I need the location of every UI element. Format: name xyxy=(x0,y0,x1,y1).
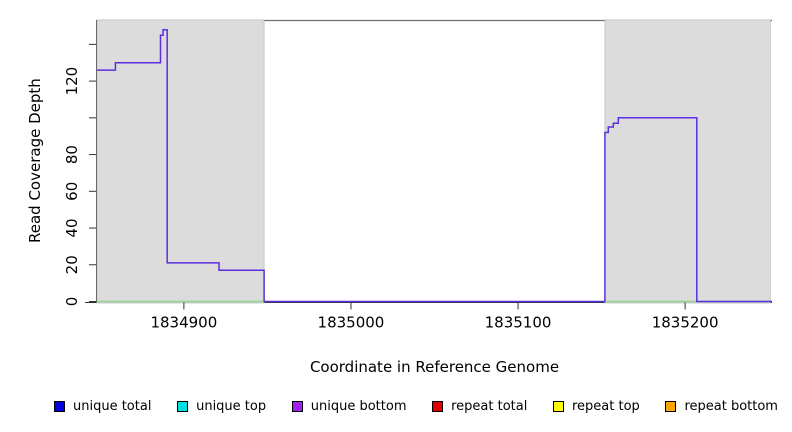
legend-label: repeat top xyxy=(572,399,640,414)
x-axis-title: Coordinate in Reference Genome xyxy=(309,358,560,376)
y-tick-label: 120 xyxy=(63,67,81,96)
legend-label: repeat total xyxy=(451,399,528,414)
legend-swatch-icon xyxy=(54,401,65,412)
left-repeat-region xyxy=(96,19,265,304)
legend-swatch-icon xyxy=(291,401,303,412)
right-repeat-region xyxy=(604,19,771,304)
y-axis-title: Read Coverage Depth xyxy=(26,78,44,244)
legend-swatch-icon xyxy=(432,401,444,412)
y-tick-label: 60 xyxy=(63,182,81,201)
legend-swatch-icon xyxy=(553,401,564,412)
y-tick-label: 80 xyxy=(63,145,81,164)
legend-item-unique-total: unique total xyxy=(54,399,151,414)
coverage-depth-line xyxy=(97,28,772,303)
legend-item-unique-bottom: unique bottom xyxy=(291,399,407,414)
y-tick-label: 40 xyxy=(63,218,81,237)
legend-item-repeat-total: repeat total xyxy=(432,399,527,414)
x-tick-label: 1835200 xyxy=(652,314,719,332)
legend-item-repeat-bottom: repeat bottom xyxy=(665,399,778,414)
legend-label: unique total xyxy=(73,399,152,414)
plot-area-svg: 1834900 1835000 1835100 1835200 0 20 40 60 80 120 xyxy=(63,19,772,332)
legend-swatch-icon xyxy=(177,401,189,412)
legend-item-repeat-top: repeat top xyxy=(553,399,640,414)
legend-label: unique top xyxy=(196,399,267,414)
x-tick-label: 1835000 xyxy=(318,314,385,332)
y-tick-label: 20 xyxy=(63,255,81,274)
x-tick-label: 1835100 xyxy=(485,314,552,332)
legend-item-unique-top: unique top xyxy=(177,399,266,414)
x-tick-label: 1834900 xyxy=(150,314,217,332)
legend: unique total unique top unique bottom repea… xyxy=(0,399,792,414)
y-tick-label: 0 xyxy=(63,297,81,307)
legend-label: unique bottom xyxy=(310,399,407,414)
legend-label: repeat bottom xyxy=(684,399,778,414)
legend-swatch-icon xyxy=(665,401,677,412)
